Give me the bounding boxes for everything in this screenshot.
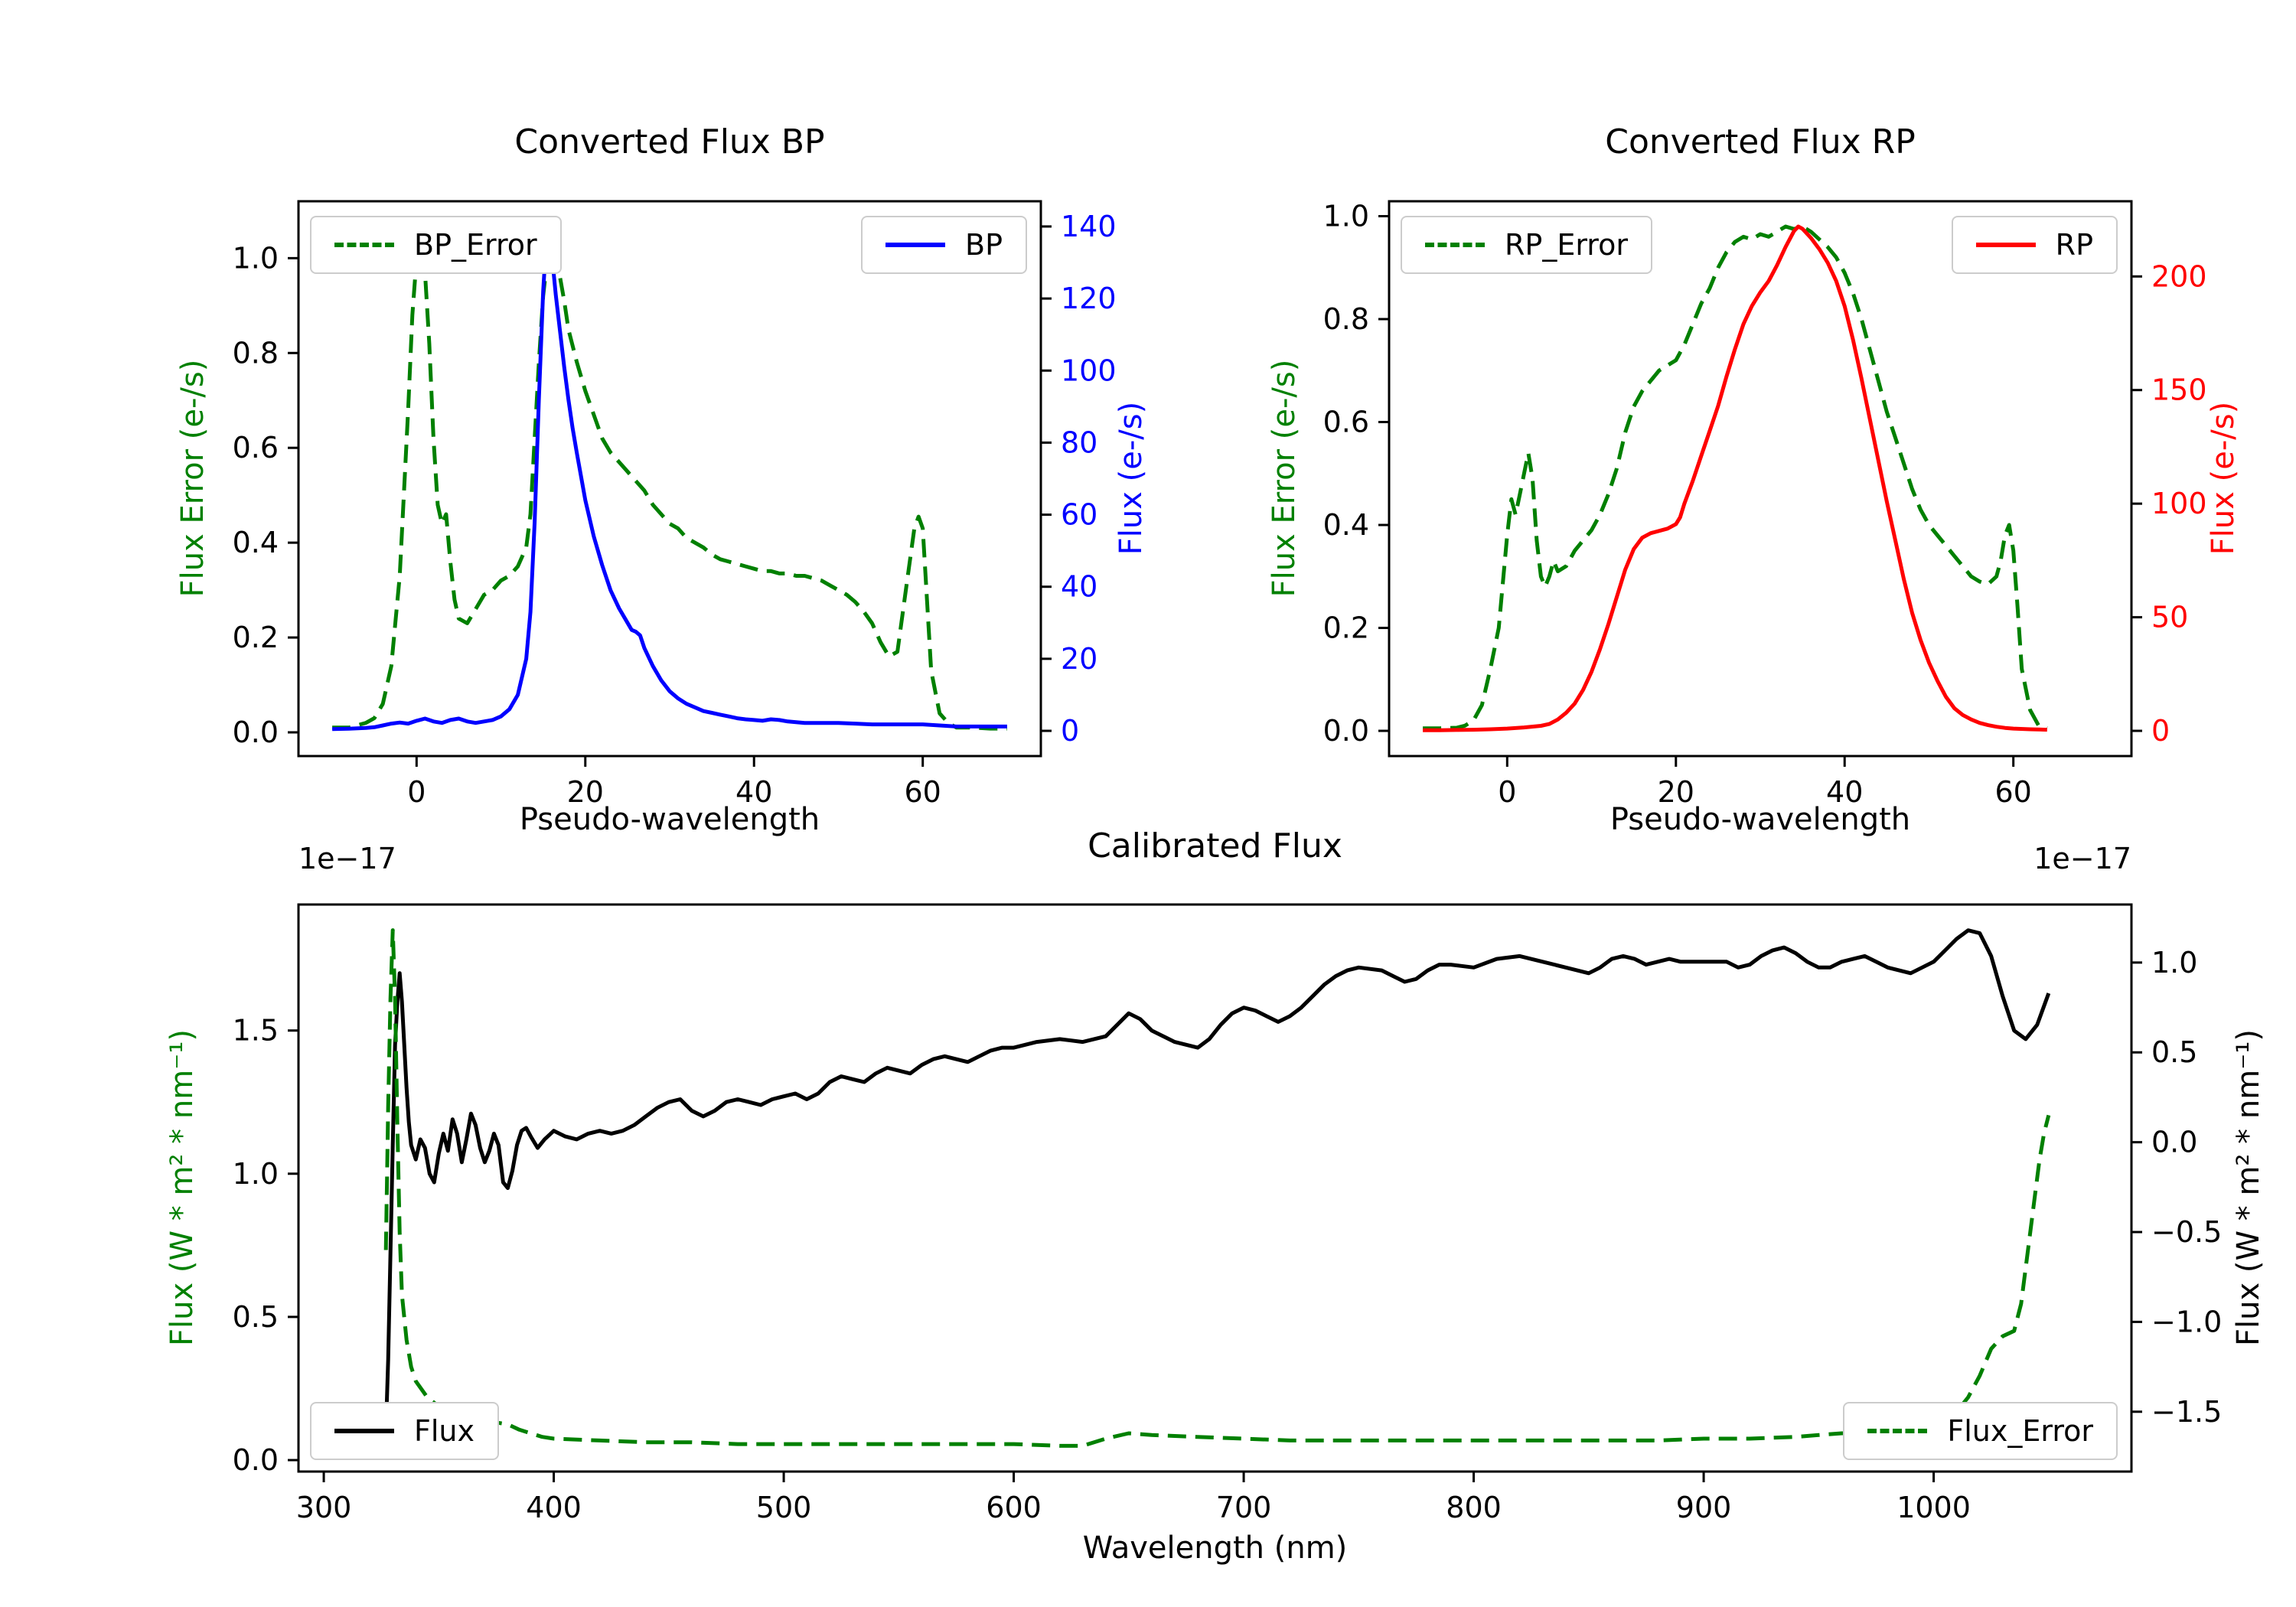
svg-text:40: 40 xyxy=(1826,775,1863,809)
svg-text:−0.5: −0.5 xyxy=(2151,1215,2222,1249)
svg-text:0: 0 xyxy=(2151,714,2170,748)
bp-x-axis-label: Pseudo-wavelength xyxy=(519,802,820,837)
svg-text:0.6: 0.6 xyxy=(1323,406,1369,439)
svg-text:60: 60 xyxy=(1061,498,1097,532)
svg-text:150: 150 xyxy=(2151,373,2207,407)
svg-text:300: 300 xyxy=(296,1491,352,1524)
svg-text:100: 100 xyxy=(1061,354,1117,387)
bp-right-y-axis-label: Flux (e-/s) xyxy=(1114,401,1149,556)
flux-line-sample xyxy=(334,1429,394,1433)
legend-rp-error: RP_Error xyxy=(1401,216,1652,274)
svg-text:400: 400 xyxy=(526,1491,582,1524)
svg-text:900: 900 xyxy=(1676,1491,1732,1524)
rp-error-line-sample xyxy=(1425,243,1485,247)
svg-text:20: 20 xyxy=(1658,775,1694,809)
right-axis-offset-text: 1e−17 xyxy=(2033,842,2131,875)
legend-label: RP xyxy=(2055,228,2093,262)
svg-text:−1.0: −1.0 xyxy=(2151,1305,2222,1338)
svg-text:20: 20 xyxy=(1061,642,1097,676)
svg-text:40: 40 xyxy=(735,775,772,809)
svg-text:100: 100 xyxy=(2151,487,2207,520)
svg-text:80: 80 xyxy=(1061,425,1097,459)
svg-text:600: 600 xyxy=(986,1491,1042,1524)
bp-line-sample xyxy=(885,243,946,247)
legend-label: Flux xyxy=(414,1414,475,1448)
svg-text:0.0: 0.0 xyxy=(1323,714,1369,748)
svg-text:1.0: 1.0 xyxy=(2151,946,2197,980)
svg-text:0.5: 0.5 xyxy=(2151,1035,2197,1069)
svg-text:60: 60 xyxy=(1995,775,2032,809)
legend-flux: Flux xyxy=(310,1402,499,1460)
rp-chart-title: Converted Flux RP xyxy=(1605,122,1916,161)
svg-text:700: 700 xyxy=(1216,1491,1272,1524)
svg-text:500: 500 xyxy=(756,1491,812,1524)
svg-text:−1.5: −1.5 xyxy=(2151,1395,2222,1429)
legend-rp: RP xyxy=(1951,216,2118,274)
svg-text:200: 200 xyxy=(2151,259,2207,293)
svg-text:0.5: 0.5 xyxy=(233,1300,279,1334)
svg-text:0: 0 xyxy=(407,775,426,809)
svg-text:60: 60 xyxy=(905,775,941,809)
legend-label: BP xyxy=(965,228,1003,262)
svg-text:50: 50 xyxy=(2151,601,2188,634)
flux-error-line-sample xyxy=(1867,1429,1928,1433)
calibrated-left-y-axis-label: Flux (W * m² * nm⁻¹) xyxy=(165,1029,200,1346)
rp-left-y-axis-label: Flux Error (e-/s) xyxy=(1267,359,1302,598)
svg-text:1.5: 1.5 xyxy=(233,1014,279,1048)
svg-text:1.0: 1.0 xyxy=(233,1157,279,1191)
legend-bp: BP xyxy=(861,216,1027,274)
rp-x-axis-label: Pseudo-wavelength xyxy=(1609,802,1911,837)
svg-text:1000: 1000 xyxy=(1896,1491,1971,1524)
svg-text:800: 800 xyxy=(1446,1491,1502,1524)
bp-chart-title: Converted Flux BP xyxy=(514,122,825,161)
svg-text:0: 0 xyxy=(1498,775,1516,809)
bp-error-line-sample xyxy=(334,243,394,247)
svg-text:1.0: 1.0 xyxy=(233,241,279,275)
legend-label: RP_Error xyxy=(1505,228,1628,262)
svg-text:0.0: 0.0 xyxy=(233,1443,279,1477)
svg-text:120: 120 xyxy=(1061,282,1117,315)
svg-text:0.2: 0.2 xyxy=(233,621,279,654)
svg-text:0: 0 xyxy=(1061,714,1079,748)
bp-left-y-axis-label: Flux Error (e-/s) xyxy=(175,359,210,598)
rp-line-sample xyxy=(1975,243,2036,247)
svg-text:40: 40 xyxy=(1061,570,1097,604)
calibrated-x-axis-label: Wavelength (nm) xyxy=(1082,1530,1348,1566)
svg-text:140: 140 xyxy=(1061,210,1117,243)
svg-text:0.2: 0.2 xyxy=(1323,611,1369,645)
calibrated-flux-chart-title: Calibrated Flux xyxy=(1088,826,1342,865)
legend-label: BP_Error xyxy=(414,228,537,262)
svg-text:0.0: 0.0 xyxy=(2151,1126,2197,1159)
svg-text:1.0: 1.0 xyxy=(1323,200,1369,233)
legend-bp-error: BP_Error xyxy=(310,216,562,274)
calibrated-right-y-axis-label: Flux (W * m² * nm⁻¹) xyxy=(2231,1029,2266,1346)
svg-text:0.4: 0.4 xyxy=(1323,508,1369,542)
svg-text:0.8: 0.8 xyxy=(233,336,279,370)
left-axis-offset-text: 1e−17 xyxy=(298,842,396,875)
svg-text:0.4: 0.4 xyxy=(233,526,279,559)
legend-flux-error: Flux_Error xyxy=(1843,1402,2118,1460)
svg-text:0.6: 0.6 xyxy=(233,431,279,464)
svg-text:0.8: 0.8 xyxy=(1323,302,1369,336)
svg-text:20: 20 xyxy=(567,775,604,809)
svg-text:0.0: 0.0 xyxy=(233,715,279,749)
legend-label: Flux_Error xyxy=(1947,1414,2093,1448)
rp-right-y-axis-label: Flux (e-/s) xyxy=(2206,401,2241,556)
